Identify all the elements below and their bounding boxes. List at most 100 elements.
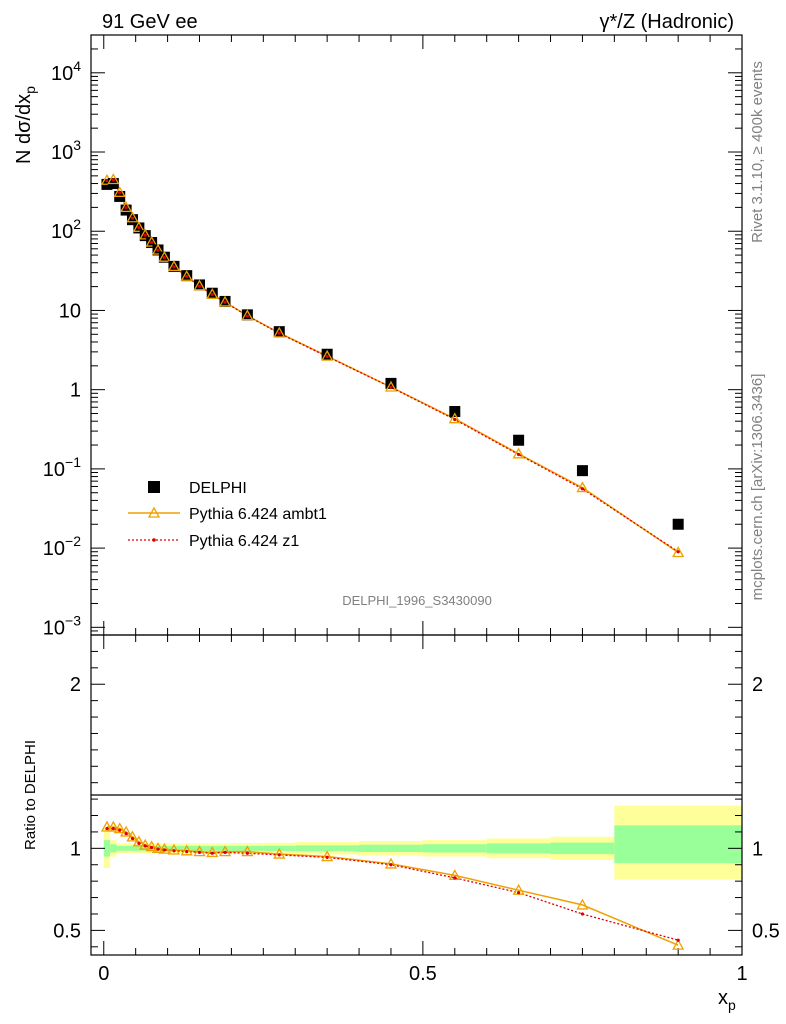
main-ytick-label: 1 [70,380,81,402]
ratio-ambt1-point [218,845,232,857]
ratio-z1-point [172,849,176,853]
z1-point [580,487,585,491]
ratio-ambt1-point [139,838,152,850]
ambt1-point [273,326,286,338]
z1-point [453,417,457,422]
ratio-z1-point [210,851,214,855]
z1-point [676,550,680,554]
ambt1-point [167,260,181,272]
ratio-band-inner [422,844,487,853]
ratio-z1-point [156,847,160,851]
z1-point [105,179,109,183]
ratio-ambt1-point [100,820,114,832]
ratio-band-inner [359,844,423,852]
delphi-point [449,406,461,418]
legend-label: DELPHI [189,480,247,497]
delphi-point [321,348,333,360]
ambt1-point [384,380,398,392]
z1-point [130,216,135,220]
ratio-z1-point [124,831,128,836]
legend: DELPHI Pythia 6.424 ambt1 Pythia 6.424 z1 [128,480,327,550]
ratio-z1-point [105,827,109,831]
ratio-ambt1-point [158,842,171,854]
z1-point [162,255,166,260]
ratio-xlabel: xp [718,987,736,1013]
ratio-z1-point [162,848,166,852]
z1-point [143,233,147,237]
ratio-ambt1-point [107,820,120,832]
main-ytick-label: 10 [59,300,81,322]
ambt1-point [107,173,120,185]
ratio-ylabel: Ratio to DELPHI [22,740,39,850]
delphi-point [385,377,397,389]
legend-delphi-marker [148,481,160,493]
ambt1-point [672,546,685,558]
analysis-watermark: DELPHI_1996_S3430090 [342,593,492,608]
ambt1-point [206,287,219,299]
ratio-z1-point [118,828,122,832]
ambt1-point [193,279,206,291]
header-right: γ*/Z (Hadronic) [600,11,734,33]
legend-label: Pythia 6.424 z1 [189,533,299,550]
ambt1-point [512,447,525,459]
ratio-band-inner [110,844,117,853]
ratio-band-inner [231,845,264,851]
delphi-point [672,518,684,530]
ratio-band-inner [614,825,742,864]
z1-point [156,248,160,252]
z1-point [118,191,122,195]
ambt1-point [158,250,171,262]
ratio-band-inner [295,845,360,852]
ratio-z1-point [150,845,154,850]
ratio-ambt1-point [672,938,685,950]
ratio-ambt1-point [180,844,193,856]
ratio-z1-point [277,853,281,857]
ratio-ambt1-point [206,846,219,858]
ratio-ambt1-point [132,835,145,847]
main-ticks: 10−3 10−2 10−1 1 10 102 103 104 [43,34,743,639]
ambt1-point [126,211,139,223]
main-data-marks [100,173,685,558]
z1-point [277,331,281,335]
ratio-ytick-label-right: 1 [752,838,763,860]
main-ytick-label: 103 [51,137,81,164]
ratio-ambt1-point [151,841,165,853]
ratio-ytick-label-right: 0.5 [752,920,780,942]
ratio-panel: 0.5 0.51 12 20 0.5 1 [53,634,780,985]
z1-point [389,385,393,389]
ratio-z1-point [223,850,227,855]
mcplots-reference-text: mcplots.cern.ch [arXiv:1306.3436] [749,374,766,601]
main-ytick-label: 10−2 [43,533,81,560]
z1-point [517,452,521,457]
ratio-band-inner [550,842,615,855]
ratio-band-inner [116,845,232,851]
ratio-ambt1-point [384,857,398,869]
main-panel: 10−3 10−2 10−1 1 10 102 103 104 DELPHI_1996_S34… [43,34,743,639]
z1-point [197,284,202,288]
z1-point [245,314,249,318]
ratio-xtick-label: 1 [736,963,747,985]
z1-point [210,292,214,297]
ratio-z1-point [111,827,115,831]
ratio-z1-point [245,851,249,855]
ratio-z1-point [197,850,202,855]
main-ytick-label: 102 [51,216,81,243]
ambt1-point [218,295,232,307]
ratio-z1-point [389,863,393,867]
ratio-ticks: 0.5 0.51 12 20 0.5 1 [53,635,780,985]
z1-point [124,206,128,210]
ratio-z1-point [137,841,141,846]
ratio-ambt1-point [167,843,181,855]
header-left: 91 GeV ee [102,11,198,33]
ratio-ytick-label-right: 2 [752,674,763,696]
z1-point [172,265,176,269]
delphi-point [576,465,588,477]
ambt1-point [113,185,126,197]
ambt1-point [321,349,334,361]
ratio-ambt1-point [126,830,139,842]
ratio-z1-point [580,912,585,916]
ratio-ambt1-point [273,847,286,859]
ratio-ytick-label: 2 [70,674,81,696]
delphi-point [513,434,525,446]
